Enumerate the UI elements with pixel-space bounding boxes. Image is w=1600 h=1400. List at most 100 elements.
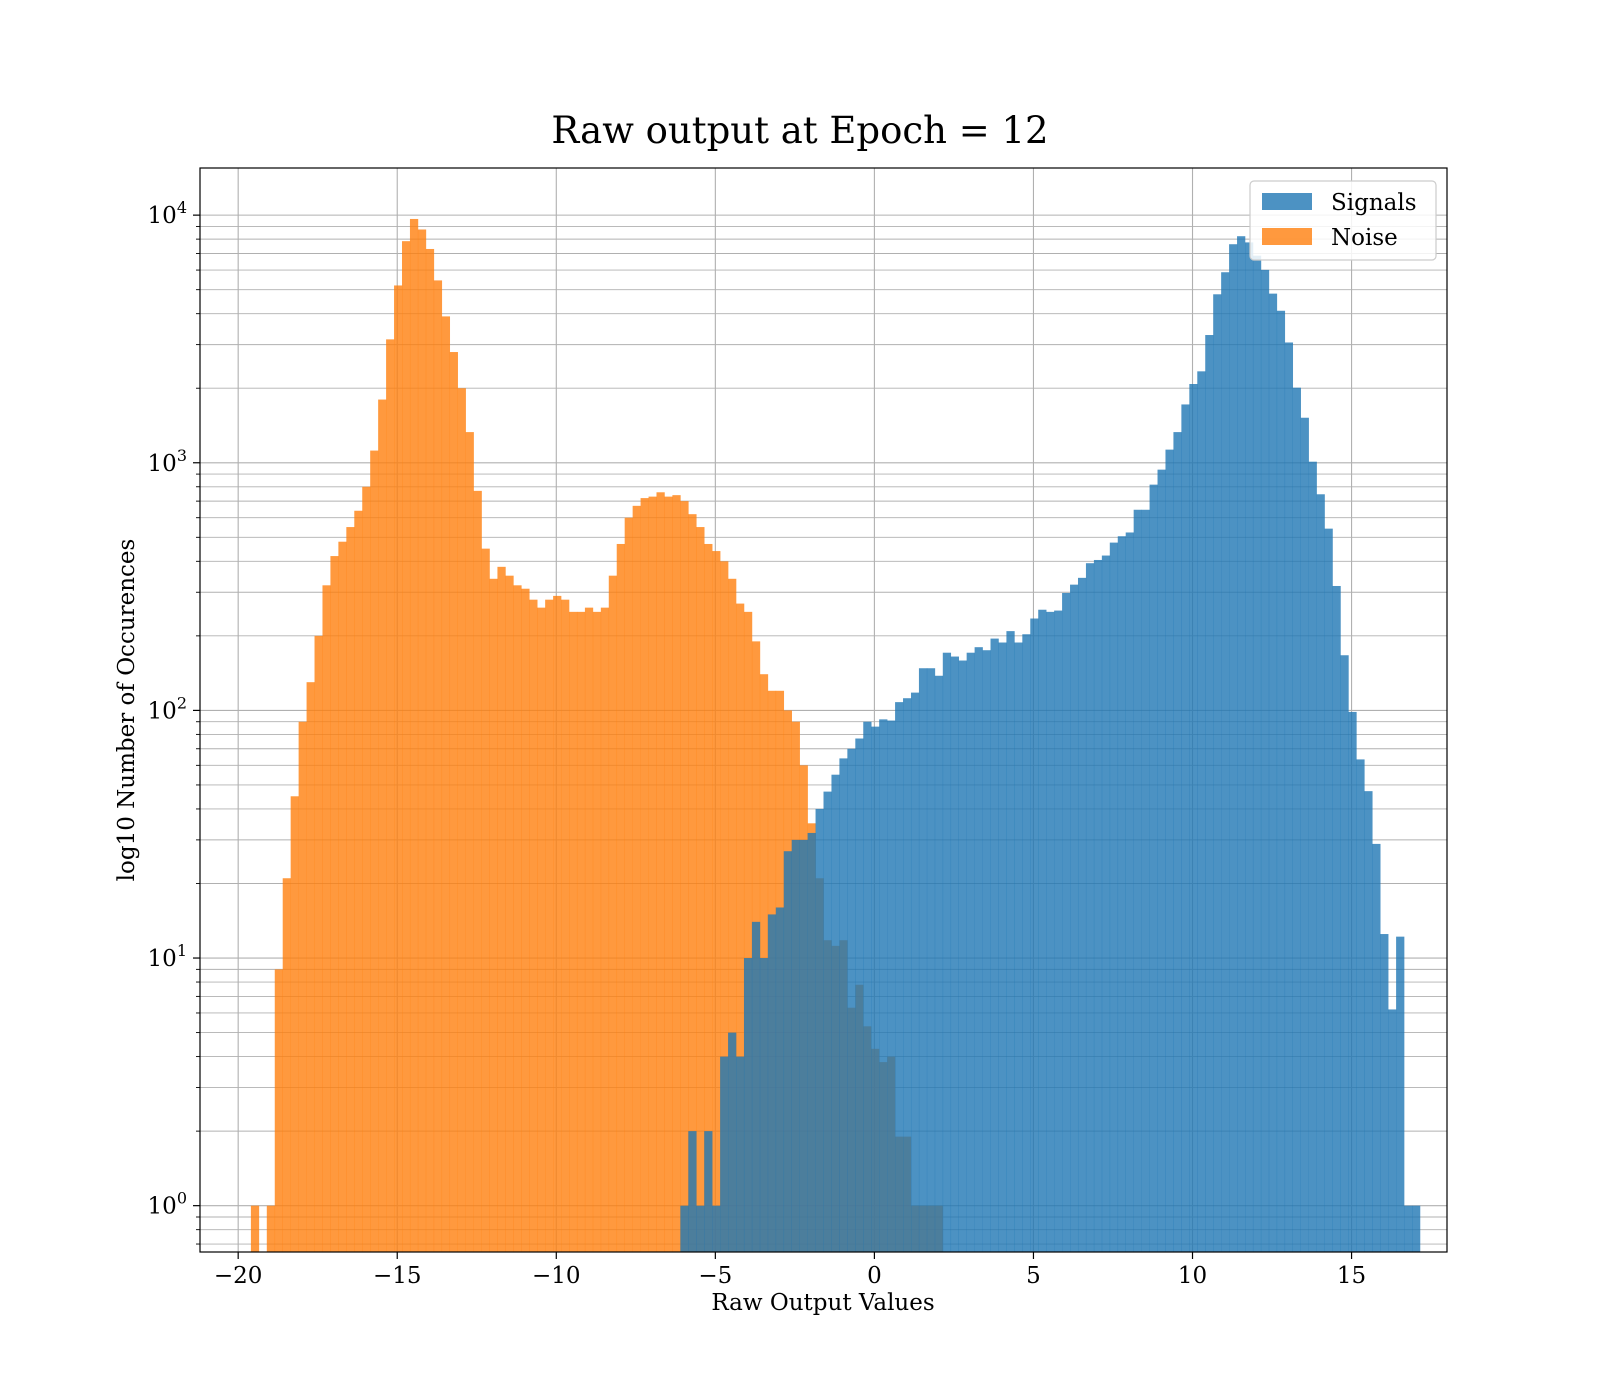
histogram-bar-signals: [815, 808, 824, 1252]
histogram-bar-signals: [1308, 461, 1317, 1252]
histogram-bar-noise: [274, 969, 284, 1252]
histogram-bar-signals: [1038, 609, 1047, 1252]
histogram-bar-noise: [696, 527, 705, 1252]
histogram-bar-noise: [672, 495, 681, 1252]
histogram-bar-signals: [1412, 1205, 1421, 1252]
histogram-bar-noise: [640, 498, 649, 1252]
legend: Signals Noise: [1249, 180, 1437, 261]
histogram-bar-signals: [696, 1205, 705, 1252]
histogram-bar-signals: [863, 721, 872, 1252]
histogram-bar-noise: [457, 388, 466, 1253]
histogram-bar-signals: [688, 1131, 697, 1252]
histogram-bar-noise: [688, 514, 697, 1252]
histogram-bar-noise: [712, 551, 721, 1252]
histogram-bar-signals: [1022, 634, 1031, 1252]
histogram-bar-signals: [1046, 611, 1055, 1252]
histogram-bar-signals: [903, 698, 912, 1252]
histogram-bar-noise: [704, 543, 713, 1252]
histogram-bar-noise: [529, 599, 538, 1252]
histogram-bar-noise: [680, 501, 689, 1252]
histogram-bar-signals: [1388, 1009, 1397, 1252]
legend-label-signals: Signals: [1331, 190, 1417, 216]
histogram-bar-signals: [974, 647, 983, 1252]
histogram-bar-noise: [386, 339, 395, 1252]
histogram-bar-signals: [926, 668, 936, 1252]
histogram-bar-noise: [402, 241, 411, 1252]
histogram-bar-signals: [934, 675, 944, 1252]
histogram-bar-signals: [720, 1056, 729, 1252]
histogram-bar-signals: [1062, 592, 1071, 1252]
histogram-bar-signals: [1252, 255, 1262, 1253]
histogram-bar-signals: [1348, 711, 1357, 1252]
histogram-bar-signals: [990, 638, 999, 1252]
histogram-bar-noise: [306, 682, 315, 1252]
histogram-bar-signals: [1070, 584, 1079, 1252]
histogram-bar-noise: [497, 566, 506, 1252]
histogram-bar-noise: [584, 607, 594, 1252]
histogram-bar-noise: [743, 611, 753, 1252]
histogram-bar-signals: [823, 791, 832, 1252]
histogram-bar-noise: [378, 399, 387, 1252]
histogram-bar-signals: [1364, 791, 1373, 1252]
y-tick-label: 101: [148, 941, 187, 972]
histogram-bar-signals: [1006, 631, 1015, 1252]
histogram-bar-signals: [1157, 469, 1166, 1253]
histogram-bar-signals: [759, 958, 769, 1252]
histogram-bar-noise: [409, 218, 419, 1253]
histogram-bar-signals: [1133, 509, 1142, 1252]
x-tick-label: 15: [1337, 1263, 1366, 1289]
histogram-bar-signals: [1276, 310, 1286, 1253]
histogram-bar-signals: [1085, 563, 1095, 1252]
histogram-bar-signals: [950, 656, 959, 1252]
histogram-bar-signals: [1324, 528, 1333, 1252]
histogram-bar-noise: [505, 575, 514, 1252]
histogram-bar-signals: [1268, 293, 1278, 1252]
histogram-bar-noise: [441, 316, 451, 1252]
histogram-bar-signals: [942, 652, 952, 1252]
histogram-bar-noise: [481, 548, 490, 1252]
histogram-bar-signals: [1101, 555, 1111, 1252]
histogram-bar-noise: [338, 541, 347, 1252]
histogram-bar-signals: [895, 702, 904, 1252]
x-tick-label: −5: [698, 1263, 732, 1289]
histogram-bar-signals: [918, 668, 928, 1252]
histogram-bar-noise: [322, 585, 331, 1252]
histogram-bar-noise: [354, 510, 363, 1252]
histogram-bar-noise: [433, 280, 443, 1252]
x-tick-label: 10: [1178, 1263, 1207, 1289]
histogram-bar-signals: [847, 748, 856, 1252]
histogram-bar-noise: [656, 492, 665, 1252]
x-axis-label: Raw Output Values: [711, 1290, 934, 1316]
histogram-bar-noise: [314, 635, 323, 1252]
histogram-bar-noise: [608, 575, 618, 1252]
y-axis-label: log10 Number of Occurences: [114, 539, 140, 882]
histogram-bar-signals: [871, 726, 880, 1252]
histogram-bar-noise: [449, 352, 458, 1252]
signals-bars: [680, 236, 1421, 1253]
histogram-bar-noise: [553, 595, 562, 1252]
histogram-bar-signals: [998, 642, 1007, 1252]
histogram-bar-noise: [489, 578, 498, 1252]
histogram-bar-noise: [266, 1205, 276, 1252]
histogram-bar-noise: [521, 588, 530, 1252]
histogram-bar-noise: [282, 878, 291, 1252]
legend-swatch-signals: [1262, 193, 1312, 210]
histogram-bar-signals: [767, 914, 777, 1252]
histogram-bar-signals: [751, 921, 761, 1252]
histogram-bar-signals: [743, 958, 753, 1252]
histogram-bar-noise: [290, 796, 299, 1252]
y-tick-label: 100: [148, 1189, 187, 1220]
histogram-bar-signals: [1372, 843, 1381, 1252]
histogram-bar-noise: [425, 248, 435, 1252]
legend-label-noise: Noise: [1331, 225, 1398, 251]
histogram-bar-signals: [982, 650, 991, 1252]
histogram-bar-noise: [513, 585, 522, 1252]
histogram-bar-noise: [561, 599, 570, 1252]
histogram-bar-signals: [1054, 610, 1063, 1252]
histogram-bar-signals: [1300, 417, 1309, 1253]
histogram-bar-noise: [370, 450, 379, 1252]
histogram-bar-signals: [807, 832, 816, 1252]
histogram-bar-noise: [616, 543, 625, 1252]
histogram-bar-signals: [1165, 449, 1174, 1253]
